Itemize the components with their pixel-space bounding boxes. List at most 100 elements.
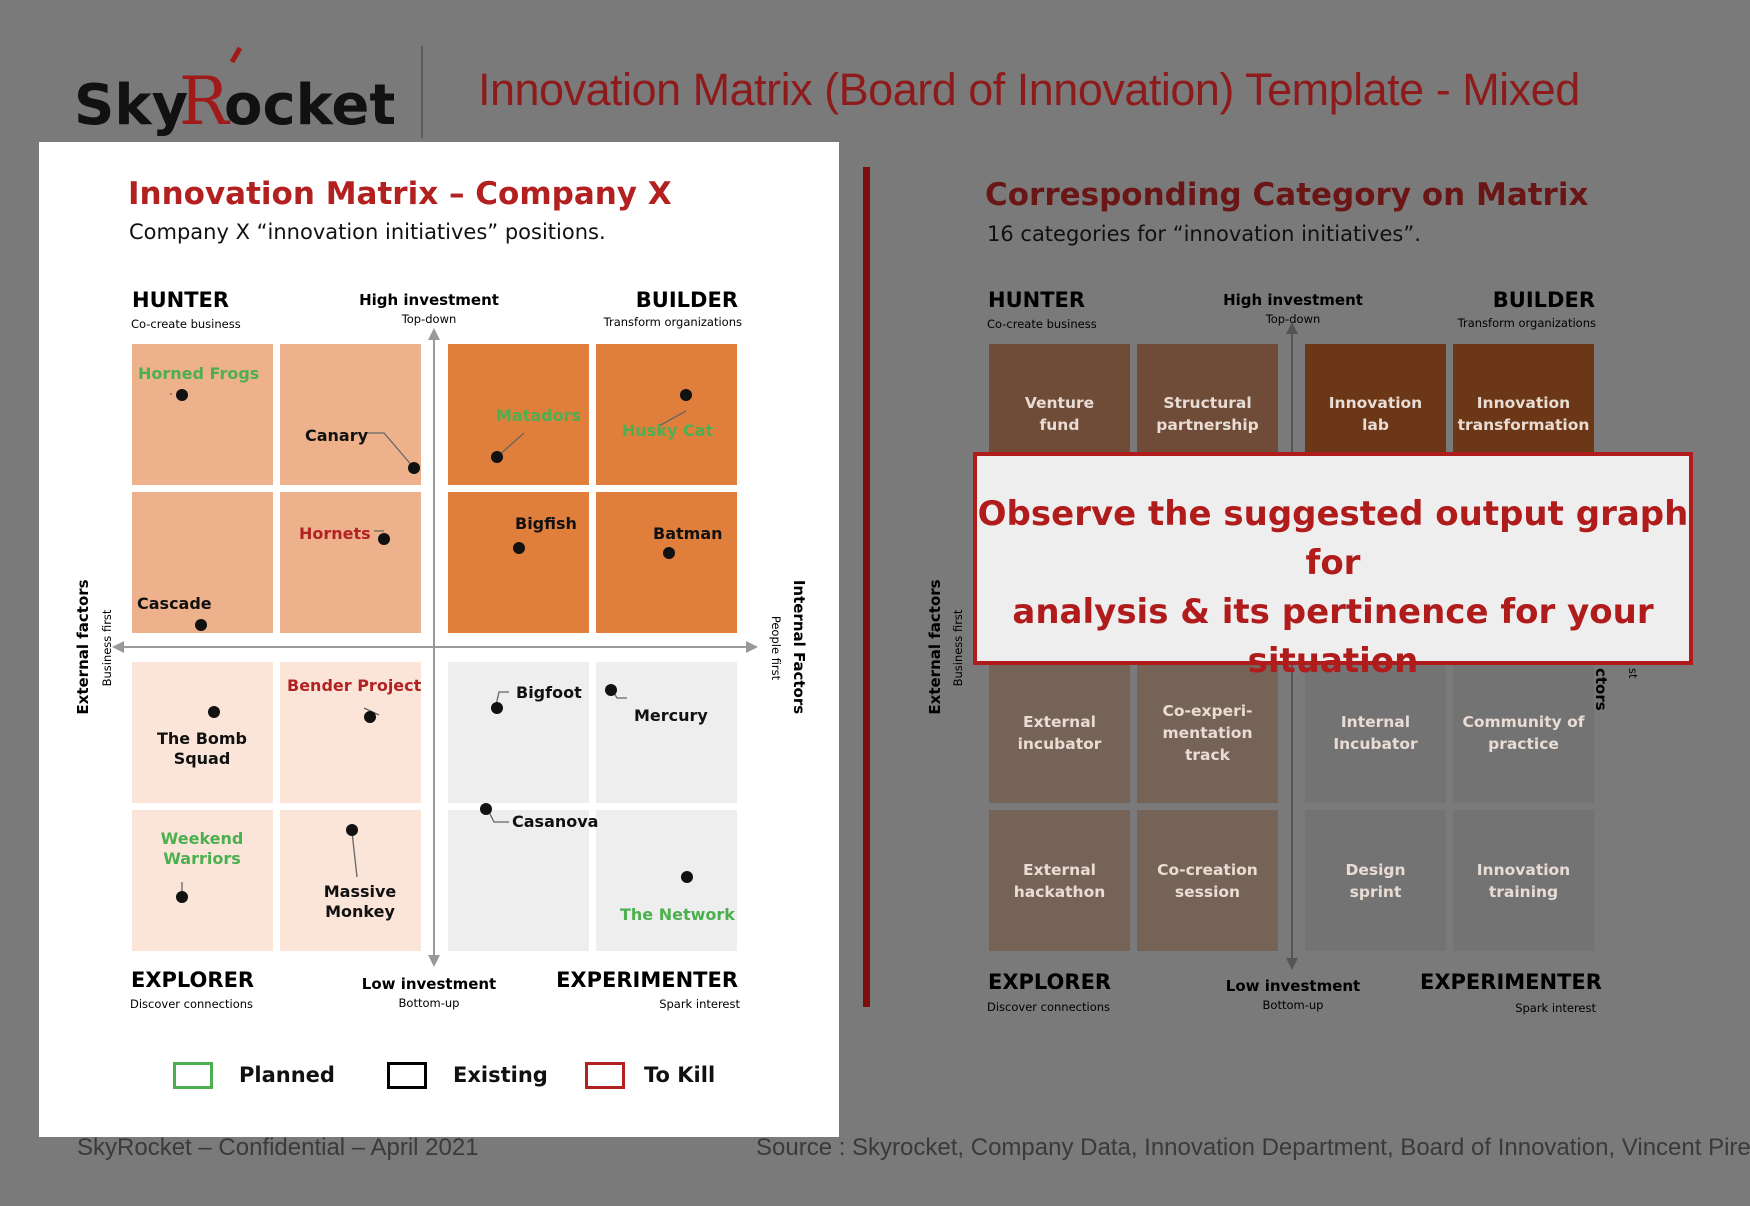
- category-label: Co-creation session: [1137, 859, 1278, 903]
- vertical-divider: [863, 167, 870, 1007]
- initiative-marker: [176, 891, 188, 903]
- axis-bottom-desc: Bottom-up: [398, 996, 460, 1010]
- initiative-marker: [605, 684, 617, 696]
- category-line: training: [1488, 883, 1559, 901]
- explorer-cell: [280, 662, 421, 803]
- initiative-bigfish: Bigfish: [515, 514, 577, 533]
- initiative-mercury: Mercury: [634, 706, 708, 725]
- initiative-marker: [346, 824, 358, 836]
- initiative-marker: [491, 702, 503, 714]
- right-axis-arrow-up: [1286, 322, 1298, 334]
- category-line: Internal: [1340, 713, 1411, 731]
- footer-confidential: SkyRocket – Confidential – April 2021: [77, 1134, 479, 1161]
- footer-source: Source : Skyrocket, Company Data, Innova…: [756, 1134, 1750, 1161]
- legend-to-kill-swatch: [585, 1062, 625, 1089]
- legend-to-kill-label: To Kill: [644, 1063, 716, 1087]
- right-axis-left-desc: Business first: [951, 609, 965, 687]
- explorer-desc: Discover connections: [130, 997, 254, 1011]
- legend-existing-swatch: [387, 1062, 427, 1089]
- category-line: lab: [1362, 416, 1389, 434]
- category-label: Venture fund: [989, 392, 1130, 436]
- category-cell: Co-experi-mentation track: [1137, 662, 1278, 803]
- initiative-marker: [378, 533, 390, 545]
- category-line: partnership: [1156, 416, 1259, 434]
- callout-text: Observe the suggested output graph for a…: [977, 490, 1689, 686]
- logo-accent-mark: [229, 46, 243, 64]
- initiative-horned-frogs: Horned Frogs: [138, 364, 260, 383]
- initiative-bigfoot: Bigfoot: [516, 683, 582, 702]
- initiative-marker: [491, 451, 503, 463]
- category-line: Venture: [1024, 394, 1095, 412]
- hunter-cell: [132, 344, 273, 485]
- initiative-canary: Canary: [305, 426, 369, 445]
- right-axis-bottom-label: Low investment: [1225, 977, 1361, 995]
- right-builder-heading: BUILDER: [1492, 288, 1595, 312]
- initiative-the-bomb-squad: The Bomb Squad: [142, 729, 262, 769]
- category-line: Co-creation: [1157, 861, 1258, 879]
- builder-heading: BUILDER: [635, 288, 738, 312]
- axis-arrow-right: [746, 641, 758, 653]
- right-axis-left-label-group: External factors: [926, 567, 944, 727]
- right-explorer-desc: Discover connections: [987, 1000, 1111, 1014]
- leader-canary: [366, 432, 415, 469]
- initiative-marker: [480, 803, 492, 815]
- category-line: Incubator: [1333, 735, 1418, 753]
- category-line: fund: [1039, 416, 1080, 434]
- leader-casanova: [487, 809, 509, 823]
- category-label: Innovation lab: [1305, 392, 1446, 436]
- initiative-marker: [208, 706, 220, 718]
- initiative-massive-monkey: Massive Monkey: [305, 882, 415, 922]
- category-line: mentation: [1162, 724, 1253, 742]
- leader-massive-monkey: [351, 831, 358, 878]
- builder-cell: [596, 492, 737, 633]
- category-line: session: [1174, 883, 1241, 901]
- initiative-matadors: Matadors: [496, 406, 582, 425]
- callout-line: analysis & its pertinence for your: [1012, 592, 1654, 632]
- callout-line: Observe the suggested output graph for: [977, 494, 1689, 583]
- hunter-heading: HUNTER: [132, 288, 230, 312]
- category-cell: Internal Incubator: [1305, 662, 1446, 803]
- category-line: track: [1184, 746, 1230, 764]
- builder-desc: Transform organizations: [603, 315, 742, 329]
- right-hunter-heading: HUNTER: [988, 288, 1086, 312]
- logo-text-sky: Sky: [74, 73, 188, 138]
- experimenter-cell: [596, 810, 737, 951]
- initiative-the-network: The Network: [620, 905, 735, 924]
- callout-box: Observe the suggested output graph for a…: [973, 452, 1693, 681]
- leader-bigfoot: [495, 691, 509, 706]
- initiative-husky-cat: Husky Cat: [622, 421, 714, 440]
- category-label: External incubator: [989, 711, 1130, 755]
- category-line: Innovation: [1328, 394, 1423, 412]
- category-label: Co-experi-mentation track: [1137, 700, 1278, 766]
- axis-arrow-down: [428, 955, 440, 967]
- legend-existing-label: Existing: [453, 1063, 548, 1087]
- category-cell: Community of practice: [1453, 662, 1594, 803]
- builder-cell: [448, 344, 589, 485]
- initiative-marker: [680, 389, 692, 401]
- initiative-label-line2: Squad: [173, 749, 231, 768]
- right-explorer-heading: EXPLORER: [988, 970, 1112, 994]
- initiative-cascade: Cascade: [137, 594, 212, 613]
- right-axis-arrow-down: [1286, 958, 1298, 970]
- legend-planned-swatch: [173, 1062, 213, 1089]
- initiative-batman: Batman: [653, 524, 723, 543]
- innovation-matrix-panel: Innovation Matrix – Company X Company X …: [39, 142, 839, 1137]
- category-label: Innovation training: [1453, 859, 1594, 903]
- initiative-label-line1: Weekend: [160, 829, 244, 848]
- hunter-cell: [280, 344, 421, 485]
- hunter-cell: [280, 492, 421, 633]
- right-experimenter-heading: EXPERIMENTER: [1420, 970, 1602, 994]
- category-label: External hackathon: [989, 859, 1130, 903]
- axis-arrow-up: [428, 328, 440, 340]
- logo-text-r: R: [179, 63, 231, 140]
- logo-text-ocket: ocket: [224, 73, 394, 138]
- category-line: Co-experi-: [1162, 702, 1253, 720]
- category-line: Innovation: [1476, 861, 1571, 879]
- experimenter-heading: EXPERIMENTER: [556, 968, 738, 992]
- initiative-marker: [681, 871, 693, 883]
- right-axis-left-label: External factors: [926, 579, 944, 715]
- panel-subtitle: Company X “innovation initiatives” posit…: [129, 220, 606, 244]
- skyrocket-logo: Sky R ocket: [74, 42, 396, 142]
- category-cell: External incubator: [989, 662, 1130, 803]
- right-axis-bottom-desc: Bottom-up: [1262, 998, 1324, 1012]
